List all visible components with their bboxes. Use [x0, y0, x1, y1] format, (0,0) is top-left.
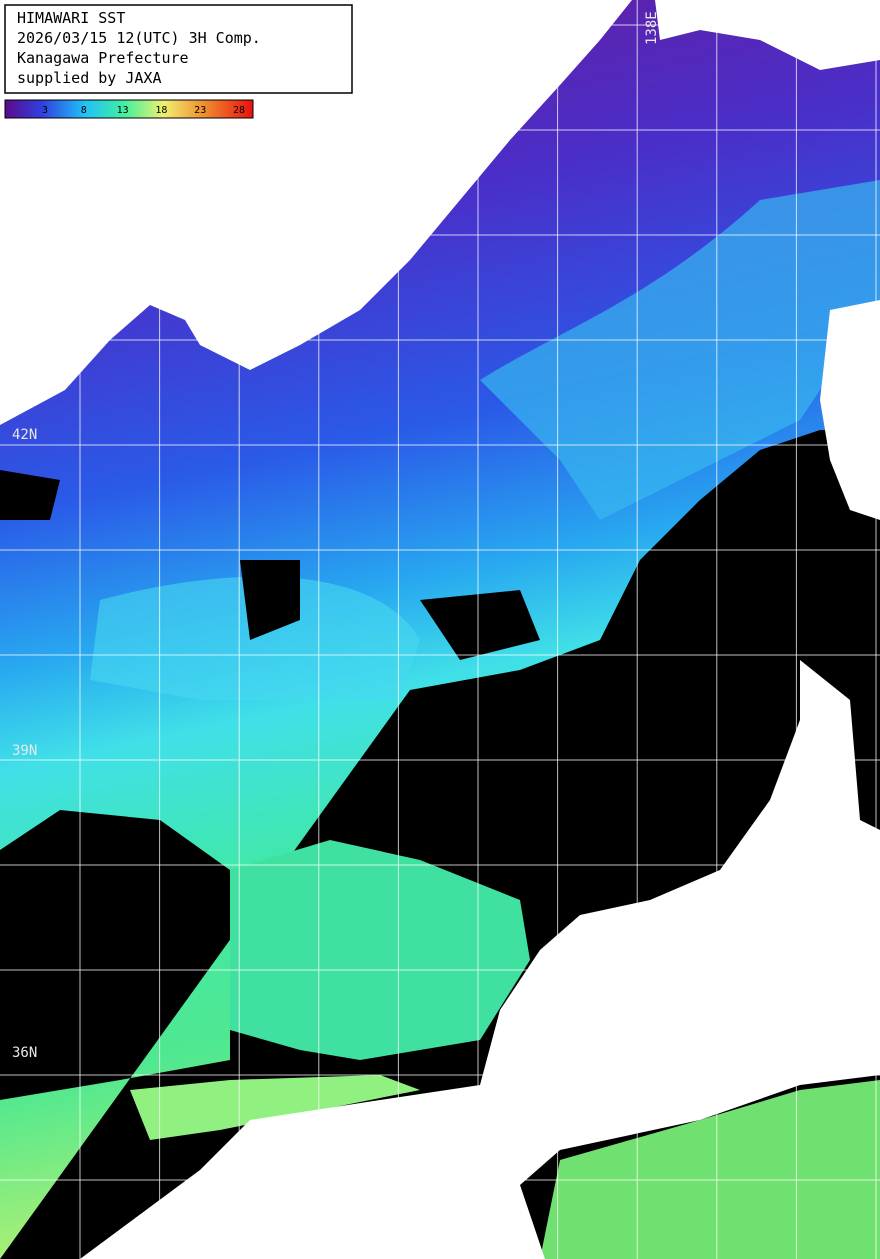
colorbar-tick-label: 13: [117, 105, 129, 116]
colorbar-tick-label: 23: [194, 105, 206, 116]
warm-eddy: [480, 180, 880, 520]
land: [80, 660, 880, 1259]
colorbar-tick-label: 8: [81, 105, 87, 116]
lon-label: 138E: [644, 11, 660, 45]
colorbar-tick-label: 28: [233, 105, 245, 116]
sea-clear: [130, 1075, 420, 1140]
header-line: HIMAWARI SST: [17, 9, 125, 27]
sea-clear: [230, 840, 530, 1060]
sea-clear: [540, 1080, 880, 1259]
header-line: 2026/03/15 12(UTC) 3H Comp.: [17, 29, 261, 47]
header: HIMAWARI SST 2026/03/15 12(UTC) 3H Comp. K…: [17, 9, 261, 87]
header-line: Kanagawa Prefecture: [17, 49, 189, 67]
colorbar-ticks: 3 8 13 18 23 28: [42, 105, 245, 116]
lat-label: 36N: [12, 1045, 37, 1061]
lat-label: 42N: [12, 427, 37, 443]
header-line: supplied by JAXA: [17, 69, 162, 87]
lat-label: 39N: [12, 743, 37, 759]
colorbar: [4, 99, 254, 119]
colorbar-tick-label: 18: [155, 105, 167, 116]
land: [820, 300, 880, 520]
land: [655, 0, 880, 70]
header-box: [4, 4, 353, 94]
colorbar-tick-label: 3: [42, 105, 48, 116]
warm-eddy: [90, 576, 420, 700]
cloud: [0, 470, 540, 660]
